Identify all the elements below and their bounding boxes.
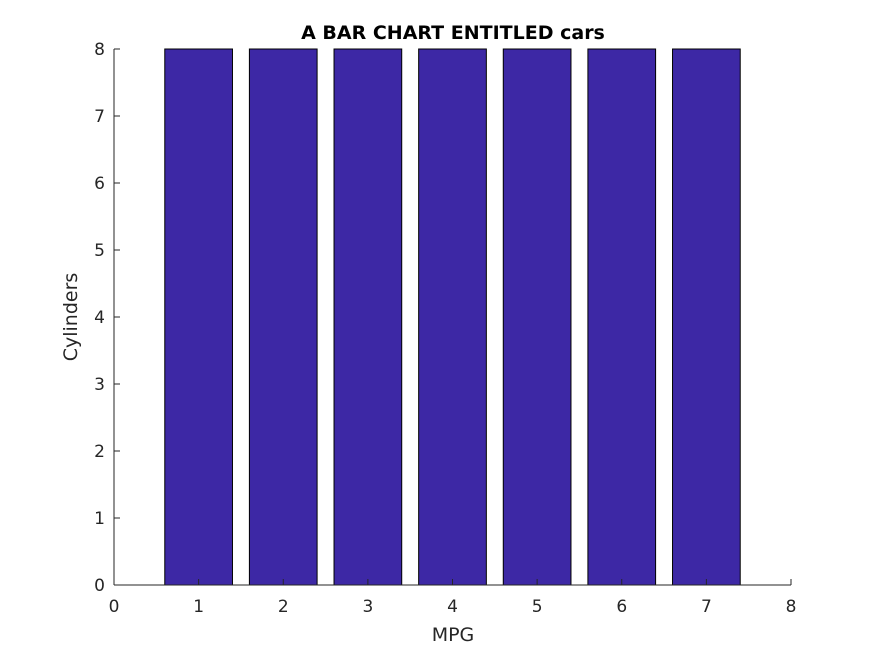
bar-1 <box>164 48 233 586</box>
y-tick-label-6: 6 <box>94 174 105 194</box>
y-tick-label-7: 7 <box>94 107 105 127</box>
x-tick-label-4: 4 <box>447 597 458 617</box>
x-tick-label-7: 7 <box>701 597 712 617</box>
x-axis-title: MPG <box>432 624 475 646</box>
bar-2 <box>248 48 318 586</box>
y-tick-label-4: 4 <box>94 308 105 328</box>
y-tick-label-0: 0 <box>94 576 105 596</box>
x-ticks-group: 0 1 2 3 4 5 6 7 8 <box>109 579 797 617</box>
chart-title: A BAR CHART ENTITLED cars <box>301 22 605 44</box>
y-axis-title: Cylinders <box>60 273 82 362</box>
bars-group <box>164 48 741 586</box>
bar-5 <box>502 48 572 586</box>
y-ticks-group: 0 1 2 3 4 5 6 7 8 <box>94 40 120 596</box>
bar-6 <box>587 48 657 586</box>
x-tick-label-0: 0 <box>109 597 120 617</box>
x-tick-label-1: 1 <box>193 597 204 617</box>
y-tick-label-8: 8 <box>94 40 105 60</box>
x-tick-label-6: 6 <box>616 597 627 617</box>
bar-3 <box>333 48 403 586</box>
bar-4 <box>418 48 487 586</box>
y-tick-label-1: 1 <box>94 509 105 529</box>
x-tick-label-2: 2 <box>278 597 289 617</box>
x-tick-label-8: 8 <box>786 597 797 617</box>
x-tick-label-5: 5 <box>532 597 543 617</box>
x-tick-label-3: 3 <box>362 597 373 617</box>
y-tick-label-3: 3 <box>94 375 105 395</box>
y-tick-label-5: 5 <box>94 241 105 261</box>
bar-7 <box>672 48 741 586</box>
y-tick-label-2: 2 <box>94 442 105 462</box>
